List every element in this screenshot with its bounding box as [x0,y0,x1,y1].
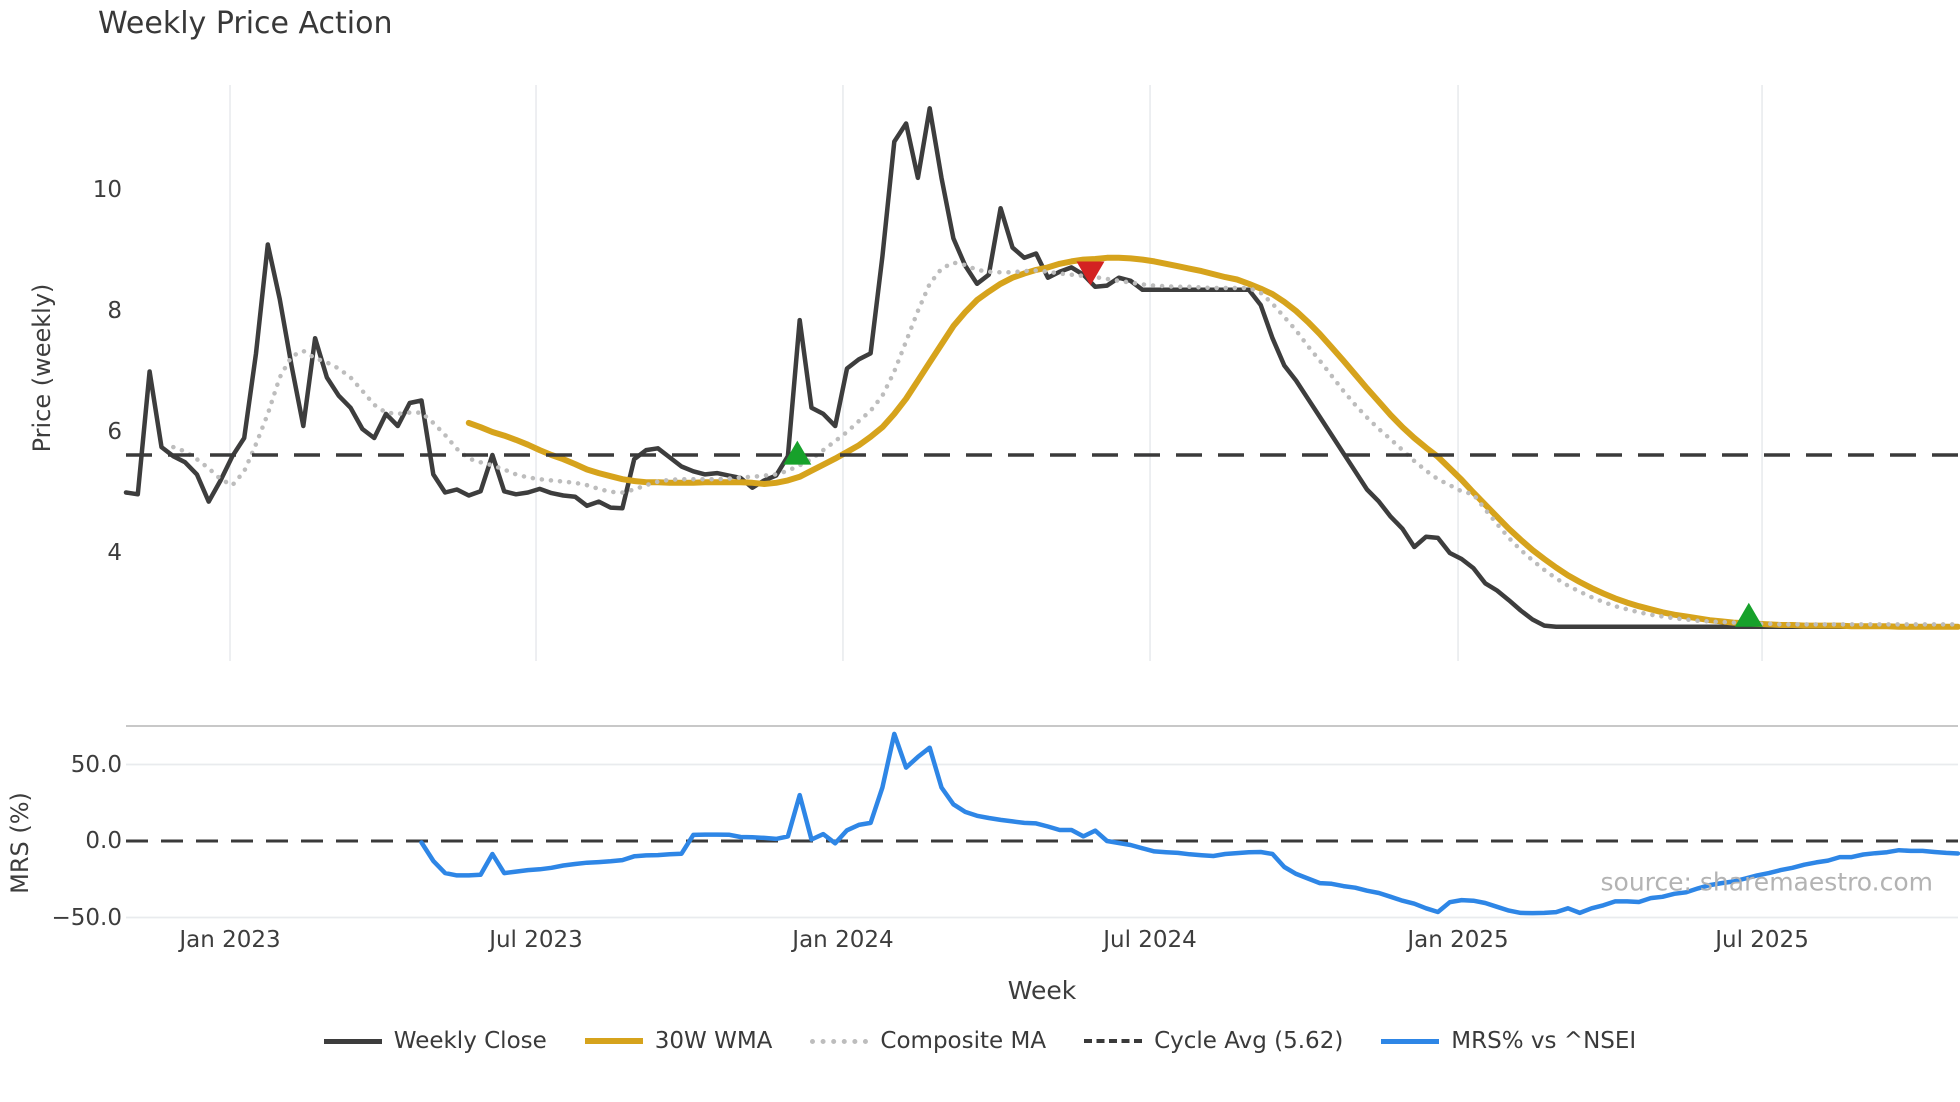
series-wma_30w [465,254,1960,630]
series-weekly_close [123,106,1960,630]
legend-item-mrs: MRS% vs ^NSEI [1381,1028,1636,1054]
legend-item-cycle_avg: Cycle Avg (5.62) [1084,1028,1343,1054]
price-tick-label: 6 [107,419,122,445]
mrs-axis-label: MRS (%) [6,792,34,894]
x-tick-label: Jul 2023 [489,927,583,953]
chart-legend: Weekly Close 30W WMA Composite MA Cycle Avg… [0,1028,1960,1054]
x-tick-label: Jan 2024 [792,927,894,953]
x-tick-label: Jan 2025 [1407,927,1509,953]
mrs-tick-label: 0.0 [85,828,122,854]
legend-label-wma_30w: 30W WMA [654,1028,773,1054]
legend-swatch-composite_ma [810,1038,869,1044]
legend-label-composite_ma: Composite MA [880,1028,1047,1054]
chart-title: Weekly Price Action [98,6,393,41]
legend-item-wma_30w: 30W WMA [584,1028,773,1054]
x-tick-label: Jul 2025 [1715,927,1809,953]
mrs-tick-label: −50.0 [51,904,122,931]
x-tick-label: Jan 2023 [179,927,281,953]
legend-item-weekly_close: Weekly Close [323,1028,547,1054]
legend-label-mrs: MRS% vs ^NSEI [1451,1028,1637,1054]
legend-swatch-mrs [1381,1038,1440,1044]
source-watermark: source: sharemaestro.com [1600,867,1934,897]
x-tick-label: Jul 2024 [1103,927,1197,953]
series-composite_ma [171,260,1960,627]
buy-signal-marker [783,440,812,465]
price-tick-label: 8 [107,298,122,324]
series-mrs [419,731,1960,916]
mrs-tick-label: 50.0 [70,751,122,778]
price-tick-label: 4 [107,540,122,566]
legend-label-cycle_avg: Cycle Avg (5.62) [1154,1028,1344,1054]
legend-swatch-weekly_close [323,1038,382,1044]
price-axis-label: Price (weekly) [28,283,56,453]
legend-swatch-wma_30w [584,1038,643,1044]
legend-item-composite_ma: Composite MA [810,1028,1046,1054]
x-axis-title: Week [1007,976,1077,1005]
sell-signal-marker [1076,261,1105,286]
price-tick-label: 10 [92,177,122,203]
buy-signal-marker [1734,602,1763,627]
legend-swatch-cycle_avg [1084,1039,1143,1043]
legend-label-weekly_close: Weekly Close [393,1028,547,1054]
